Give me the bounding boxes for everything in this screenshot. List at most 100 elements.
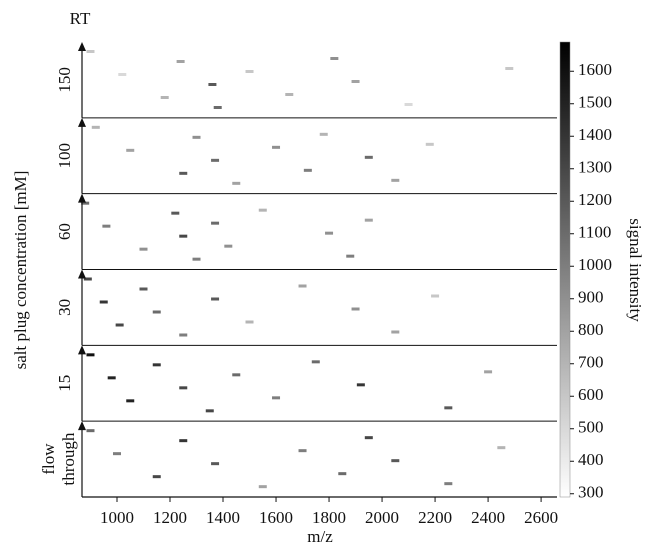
spot — [208, 83, 217, 86]
spot — [224, 244, 233, 248]
spot — [192, 135, 201, 139]
spot — [330, 57, 339, 60]
spot — [298, 449, 307, 453]
x-tick-label: 1400 — [206, 508, 240, 527]
x-axis-label: m/z — [307, 527, 333, 546]
spot — [245, 320, 254, 324]
x-tick-label: 1800 — [312, 508, 346, 527]
spot — [298, 284, 307, 288]
spot — [160, 96, 169, 99]
spot — [99, 300, 108, 304]
spot — [102, 224, 111, 228]
spot — [179, 234, 188, 238]
x-tick-label: 1600 — [259, 508, 293, 527]
colorbar-label: signal intensity — [626, 218, 645, 322]
spot — [351, 80, 360, 83]
panel-label: 15 — [55, 375, 74, 392]
panel-arrow — [78, 42, 86, 51]
x-tick-label: 2000 — [365, 508, 399, 527]
panel-label: flow — [39, 443, 58, 475]
spot — [311, 360, 320, 364]
spot — [425, 142, 434, 146]
spot — [86, 429, 95, 433]
spot — [364, 436, 373, 440]
spot — [139, 287, 148, 291]
colorbar-tick-label: 1300 — [578, 158, 612, 177]
x-tick-label: 2400 — [471, 508, 505, 527]
panel-label: 150 — [55, 67, 74, 93]
spot — [179, 171, 188, 175]
colorbar-tick-label: 400 — [578, 450, 604, 469]
colorbar-tick-label: 1200 — [578, 190, 612, 209]
panel-arrow — [78, 117, 86, 127]
spot — [338, 472, 347, 476]
spot — [364, 155, 373, 159]
spot — [272, 145, 281, 149]
spot — [258, 485, 267, 489]
spot — [83, 277, 92, 281]
spot — [179, 333, 188, 337]
spot — [319, 132, 328, 136]
spot — [91, 125, 100, 129]
spot — [232, 181, 241, 185]
spot — [211, 221, 220, 225]
spot — [152, 310, 161, 314]
spot — [211, 297, 220, 301]
spot — [81, 201, 90, 205]
spot — [86, 353, 95, 357]
spot — [258, 208, 267, 212]
spot — [444, 482, 453, 486]
panel-arrow — [78, 193, 86, 203]
spot — [272, 396, 281, 400]
spot — [86, 50, 95, 53]
colorbar-tick-label: 900 — [578, 288, 604, 307]
spot — [211, 462, 220, 466]
spot — [152, 363, 161, 367]
rt-label: RT — [70, 9, 91, 28]
spot — [346, 254, 355, 258]
spot — [444, 406, 453, 410]
spot — [364, 218, 373, 222]
spot — [176, 60, 185, 63]
spot — [211, 158, 220, 162]
spot — [232, 373, 241, 377]
colorbar-tick-label: 700 — [578, 353, 604, 372]
spot — [351, 307, 360, 311]
colorbar-tick-label: 1000 — [578, 255, 612, 274]
colorbar-tick-label: 1600 — [578, 60, 612, 79]
panel-arrow — [78, 421, 86, 431]
spot — [112, 452, 121, 456]
spot — [192, 257, 201, 261]
spot — [303, 168, 312, 172]
spot — [285, 93, 294, 96]
spot — [171, 211, 180, 215]
spot — [391, 178, 400, 182]
colorbar-tick-label: 1100 — [578, 223, 611, 242]
x-tick-label: 2200 — [418, 508, 452, 527]
spot — [107, 376, 116, 380]
spot — [152, 475, 161, 479]
spot — [179, 386, 188, 390]
spot — [213, 106, 222, 109]
spot — [505, 67, 514, 70]
spot — [391, 330, 400, 334]
panel-arrow — [78, 345, 86, 355]
spot — [497, 446, 506, 450]
spot — [139, 247, 148, 251]
spot — [118, 73, 127, 76]
spot — [391, 459, 400, 463]
spot — [245, 70, 254, 73]
colorbar-tick-label: 1500 — [578, 93, 612, 112]
spot — [179, 439, 188, 443]
spot — [404, 103, 413, 106]
panel-label: 100 — [55, 143, 74, 169]
colorbar-tick-label: 800 — [578, 320, 604, 339]
colorbar-tick-label: 500 — [578, 418, 604, 437]
x-tick-label: 1200 — [153, 508, 187, 527]
panel-label: 60 — [55, 223, 74, 240]
spot — [484, 370, 493, 374]
x-tick-label: 2600 — [524, 508, 558, 527]
spot — [325, 231, 334, 235]
panel-label: 30 — [55, 299, 74, 316]
